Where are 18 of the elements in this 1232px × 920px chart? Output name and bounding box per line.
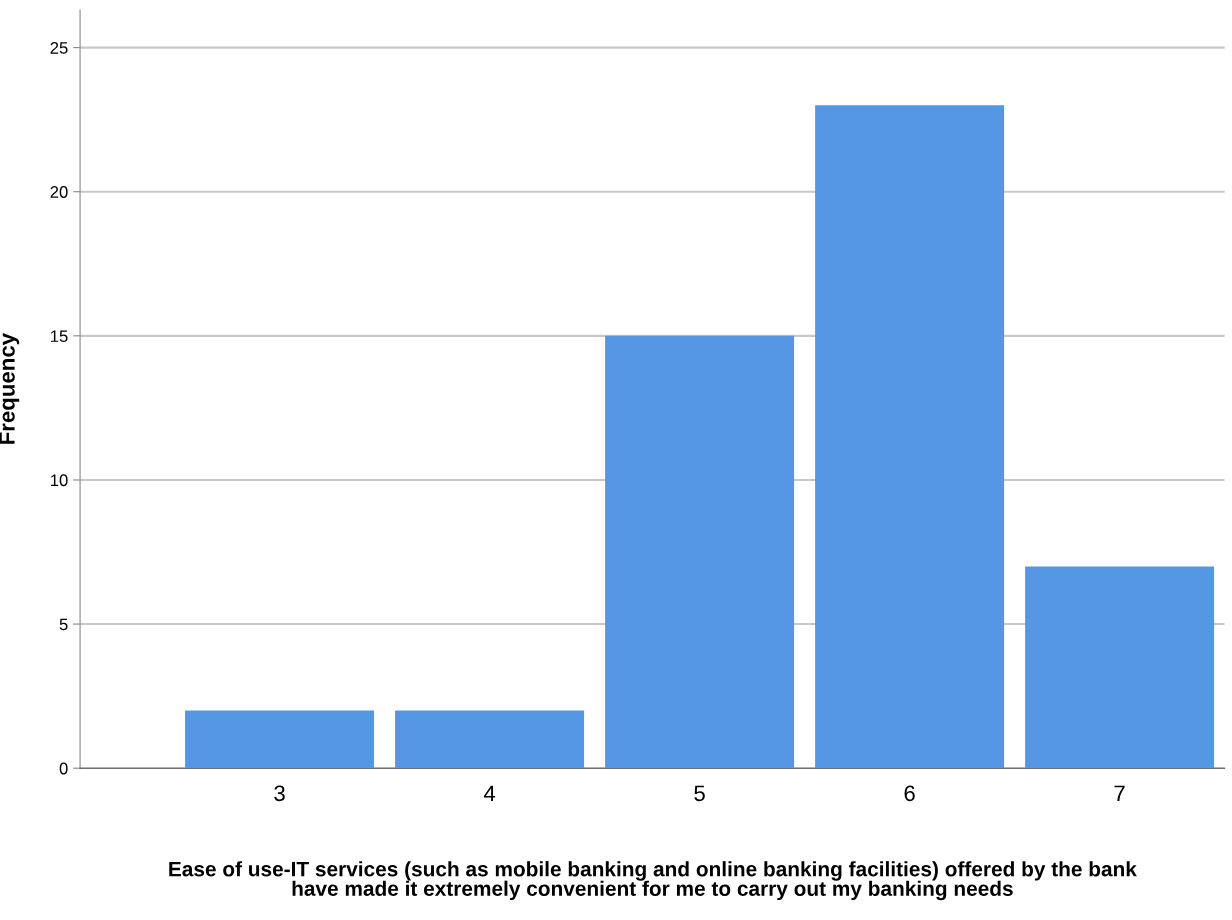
bar [605, 335, 795, 769]
y-axis-title: Frequency [0, 333, 20, 444]
y-tick-label: 25 [50, 41, 68, 54]
bar [1025, 566, 1215, 769]
bar [185, 710, 375, 769]
x-tick-label: 3 [274, 785, 285, 802]
x-tick-label: 7 [1114, 785, 1125, 801]
y-tick-label: 5 [59, 618, 68, 631]
bar [395, 710, 585, 769]
x-tick-label: 6 [904, 785, 915, 802]
bar [815, 105, 1005, 769]
y-tick-label: 15 [51, 330, 68, 343]
y-tick-label: 0 [59, 762, 68, 775]
y-tick-label: 20 [50, 186, 68, 198]
x-axis-title: Ease of use-IT services (such as mobile banking and online banking facilities) offered by the bank have made it extremely convenient for me to carry out my banking needs [169, 861, 1137, 901]
x-tick-label: 4 [483, 785, 496, 801]
x-tick-label: 5 [694, 785, 705, 802]
y-tick-label: 10 [51, 474, 68, 487]
